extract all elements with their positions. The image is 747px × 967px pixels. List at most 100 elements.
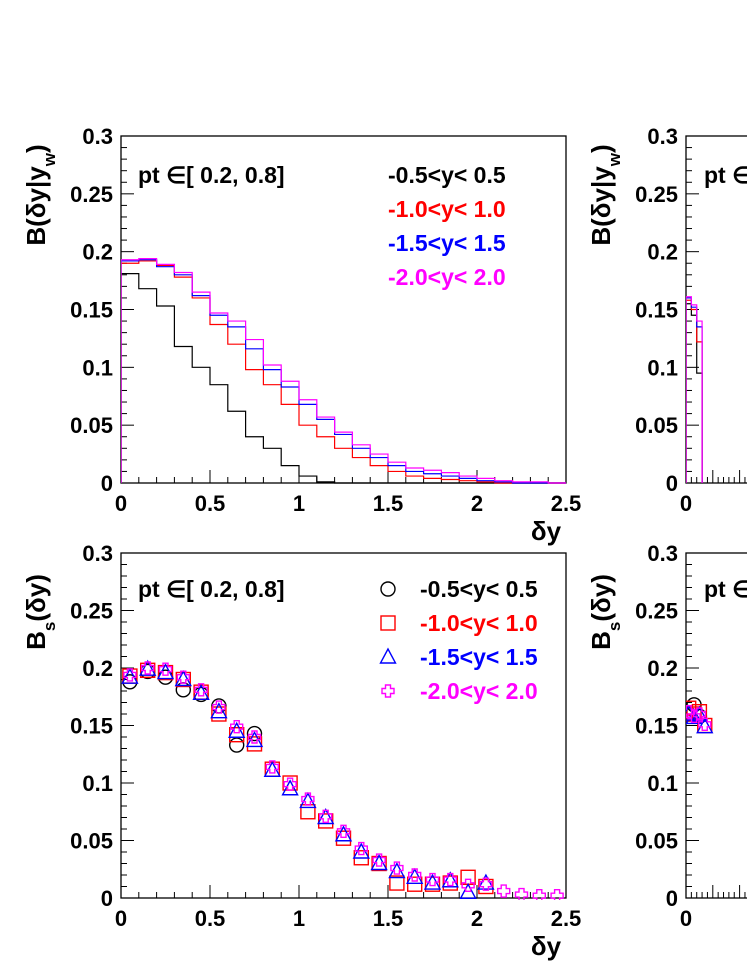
chart-panel-3: 0 0.05 0.1 0.15 0.2 0.25 0.3 0 0.5 1 1.5 2 2.5 pt ∈[ … [21, 541, 581, 961]
x-tick-label: 1.5 [373, 491, 404, 516]
data-layer [121, 659, 564, 900]
data-point-triangle [281, 779, 299, 796]
pt-range-annotation: pt ∈ [704, 576, 747, 602]
y-tick-label: 0.25 [70, 182, 113, 207]
data-point-triangle [686, 707, 703, 725]
data-point-square [228, 727, 245, 743]
y-tick-label: 0 [101, 471, 113, 496]
data-point-square [442, 875, 458, 891]
legend-entry: -1.5<y< 1.5 [420, 644, 538, 670]
y-tick-label: 0.25 [635, 182, 678, 207]
plot-frame [120, 552, 567, 899]
data-point-cross [336, 824, 351, 838]
plot-frame [120, 135, 567, 484]
x-tick-label: 2 [471, 906, 483, 931]
histogram-series-3 [686, 297, 703, 483]
histogram-series-2 [686, 299, 703, 483]
y-tick-label: 0.2 [82, 240, 113, 265]
histogram-series-3 [121, 259, 566, 484]
legend-marker-cross [381, 684, 395, 698]
x-axis-label: δy [531, 516, 562, 546]
data-point-triangle [174, 670, 192, 687]
data-point-square [246, 736, 263, 752]
y-tick-label: 0.05 [70, 829, 113, 854]
x-tick-label: 1 [293, 491, 305, 516]
data-point-cross [265, 760, 279, 774]
data-point-square [478, 878, 494, 895]
y-tick-label: 0.15 [70, 298, 113, 323]
y-tick-label: 0.2 [647, 656, 678, 681]
data-point-triangle [121, 667, 139, 684]
y-tick-label: 0.25 [70, 599, 113, 624]
data-point-square [318, 813, 334, 829]
chart-panel-1: 0 0.05 0.1 0.15 0.2 0.25 0.3 0 0.5 1 1.5 2 2.5 pt ∈[ … [21, 124, 581, 546]
data-point-triangle [441, 871, 459, 888]
legend-entry: -1.0<y< 1.0 [420, 610, 538, 636]
data-point-cross [229, 719, 244, 734]
histogram-series-2 [121, 260, 566, 484]
histogram-series-1 [121, 273, 566, 484]
y-tick-label: 0.3 [82, 541, 113, 566]
data-point-cross [686, 705, 696, 719]
legend-entry: -2.0<y< 2.0 [420, 678, 538, 704]
legend-entry: -0.5<y< 0.5 [388, 162, 506, 188]
data-point-cross [532, 889, 546, 900]
data-point-cross [443, 872, 457, 887]
data-layer [121, 258, 566, 484]
legend-entry: -1.0<y< 1.0 [388, 196, 506, 222]
y-axis-label: B(δy|yw) [586, 144, 624, 245]
y-tick-label: 0.15 [635, 298, 678, 323]
data-point-cross [514, 887, 529, 900]
y-tick-label: 0 [666, 886, 678, 911]
x-tick-label: 0.5 [195, 906, 226, 931]
y-tick-label: 0.3 [647, 124, 678, 149]
legend-marker-circle [380, 581, 396, 597]
data-point-cross [176, 670, 191, 684]
data-point-cross [497, 884, 511, 898]
y-tick-label: 0.3 [82, 124, 113, 149]
data-point-cross [461, 878, 475, 893]
y-tick-label: 0.05 [635, 413, 678, 438]
chart-panel-4: 0 0.05 0.1 0.15 0.2 0.25 0.3 0 pt ∈ Bs(δy) [586, 541, 747, 931]
data-point-cross [283, 777, 297, 791]
y-axis-label: Bs(δy) [21, 574, 59, 650]
data-point-cross [247, 730, 262, 744]
x-tick-label: 0 [115, 906, 127, 931]
data-point-cross [687, 709, 701, 723]
data-point-square [389, 875, 405, 891]
x-tick-label: 2 [471, 491, 483, 516]
data-point-triangle [210, 702, 228, 719]
data-point-cross [408, 868, 422, 882]
data-point-square [139, 662, 156, 678]
data-point-triangle [299, 791, 317, 809]
legend-marker-square [380, 615, 396, 631]
y-tick-label: 0.25 [635, 599, 678, 624]
data-point-cross [212, 700, 226, 714]
y-tick-label: 0.1 [647, 355, 678, 380]
y-tick-label: 0.15 [635, 714, 678, 739]
x-tick-label: 2.5 [551, 491, 582, 516]
data-point-cross [194, 683, 208, 697]
x-tick-label: 1.5 [373, 906, 404, 931]
y-tick-label: 0 [666, 471, 678, 496]
x-tick-label: 0.5 [195, 491, 226, 516]
y-tick-label: 0.05 [635, 829, 678, 854]
data-point-square [211, 706, 227, 722]
histogram-series-1 [686, 303, 703, 483]
data-point-square [407, 876, 423, 892]
data-point-triangle [696, 717, 714, 734]
data-point-cross [425, 872, 440, 887]
data-layer [686, 697, 714, 734]
x-tick-label: 0 [115, 491, 127, 516]
data-point-circle [228, 737, 245, 753]
data-point-circle [246, 725, 263, 742]
legend-marker-triangle [379, 647, 397, 664]
data-point-triangle [406, 867, 424, 884]
data-point-triangle [459, 882, 477, 899]
data-point-cross [354, 841, 368, 856]
y-axis-label: B(δy|yw) [21, 144, 59, 245]
x-tick-label: 0 [680, 906, 692, 931]
data-point-triangle [228, 721, 246, 738]
histogram-series-4 [686, 296, 703, 483]
